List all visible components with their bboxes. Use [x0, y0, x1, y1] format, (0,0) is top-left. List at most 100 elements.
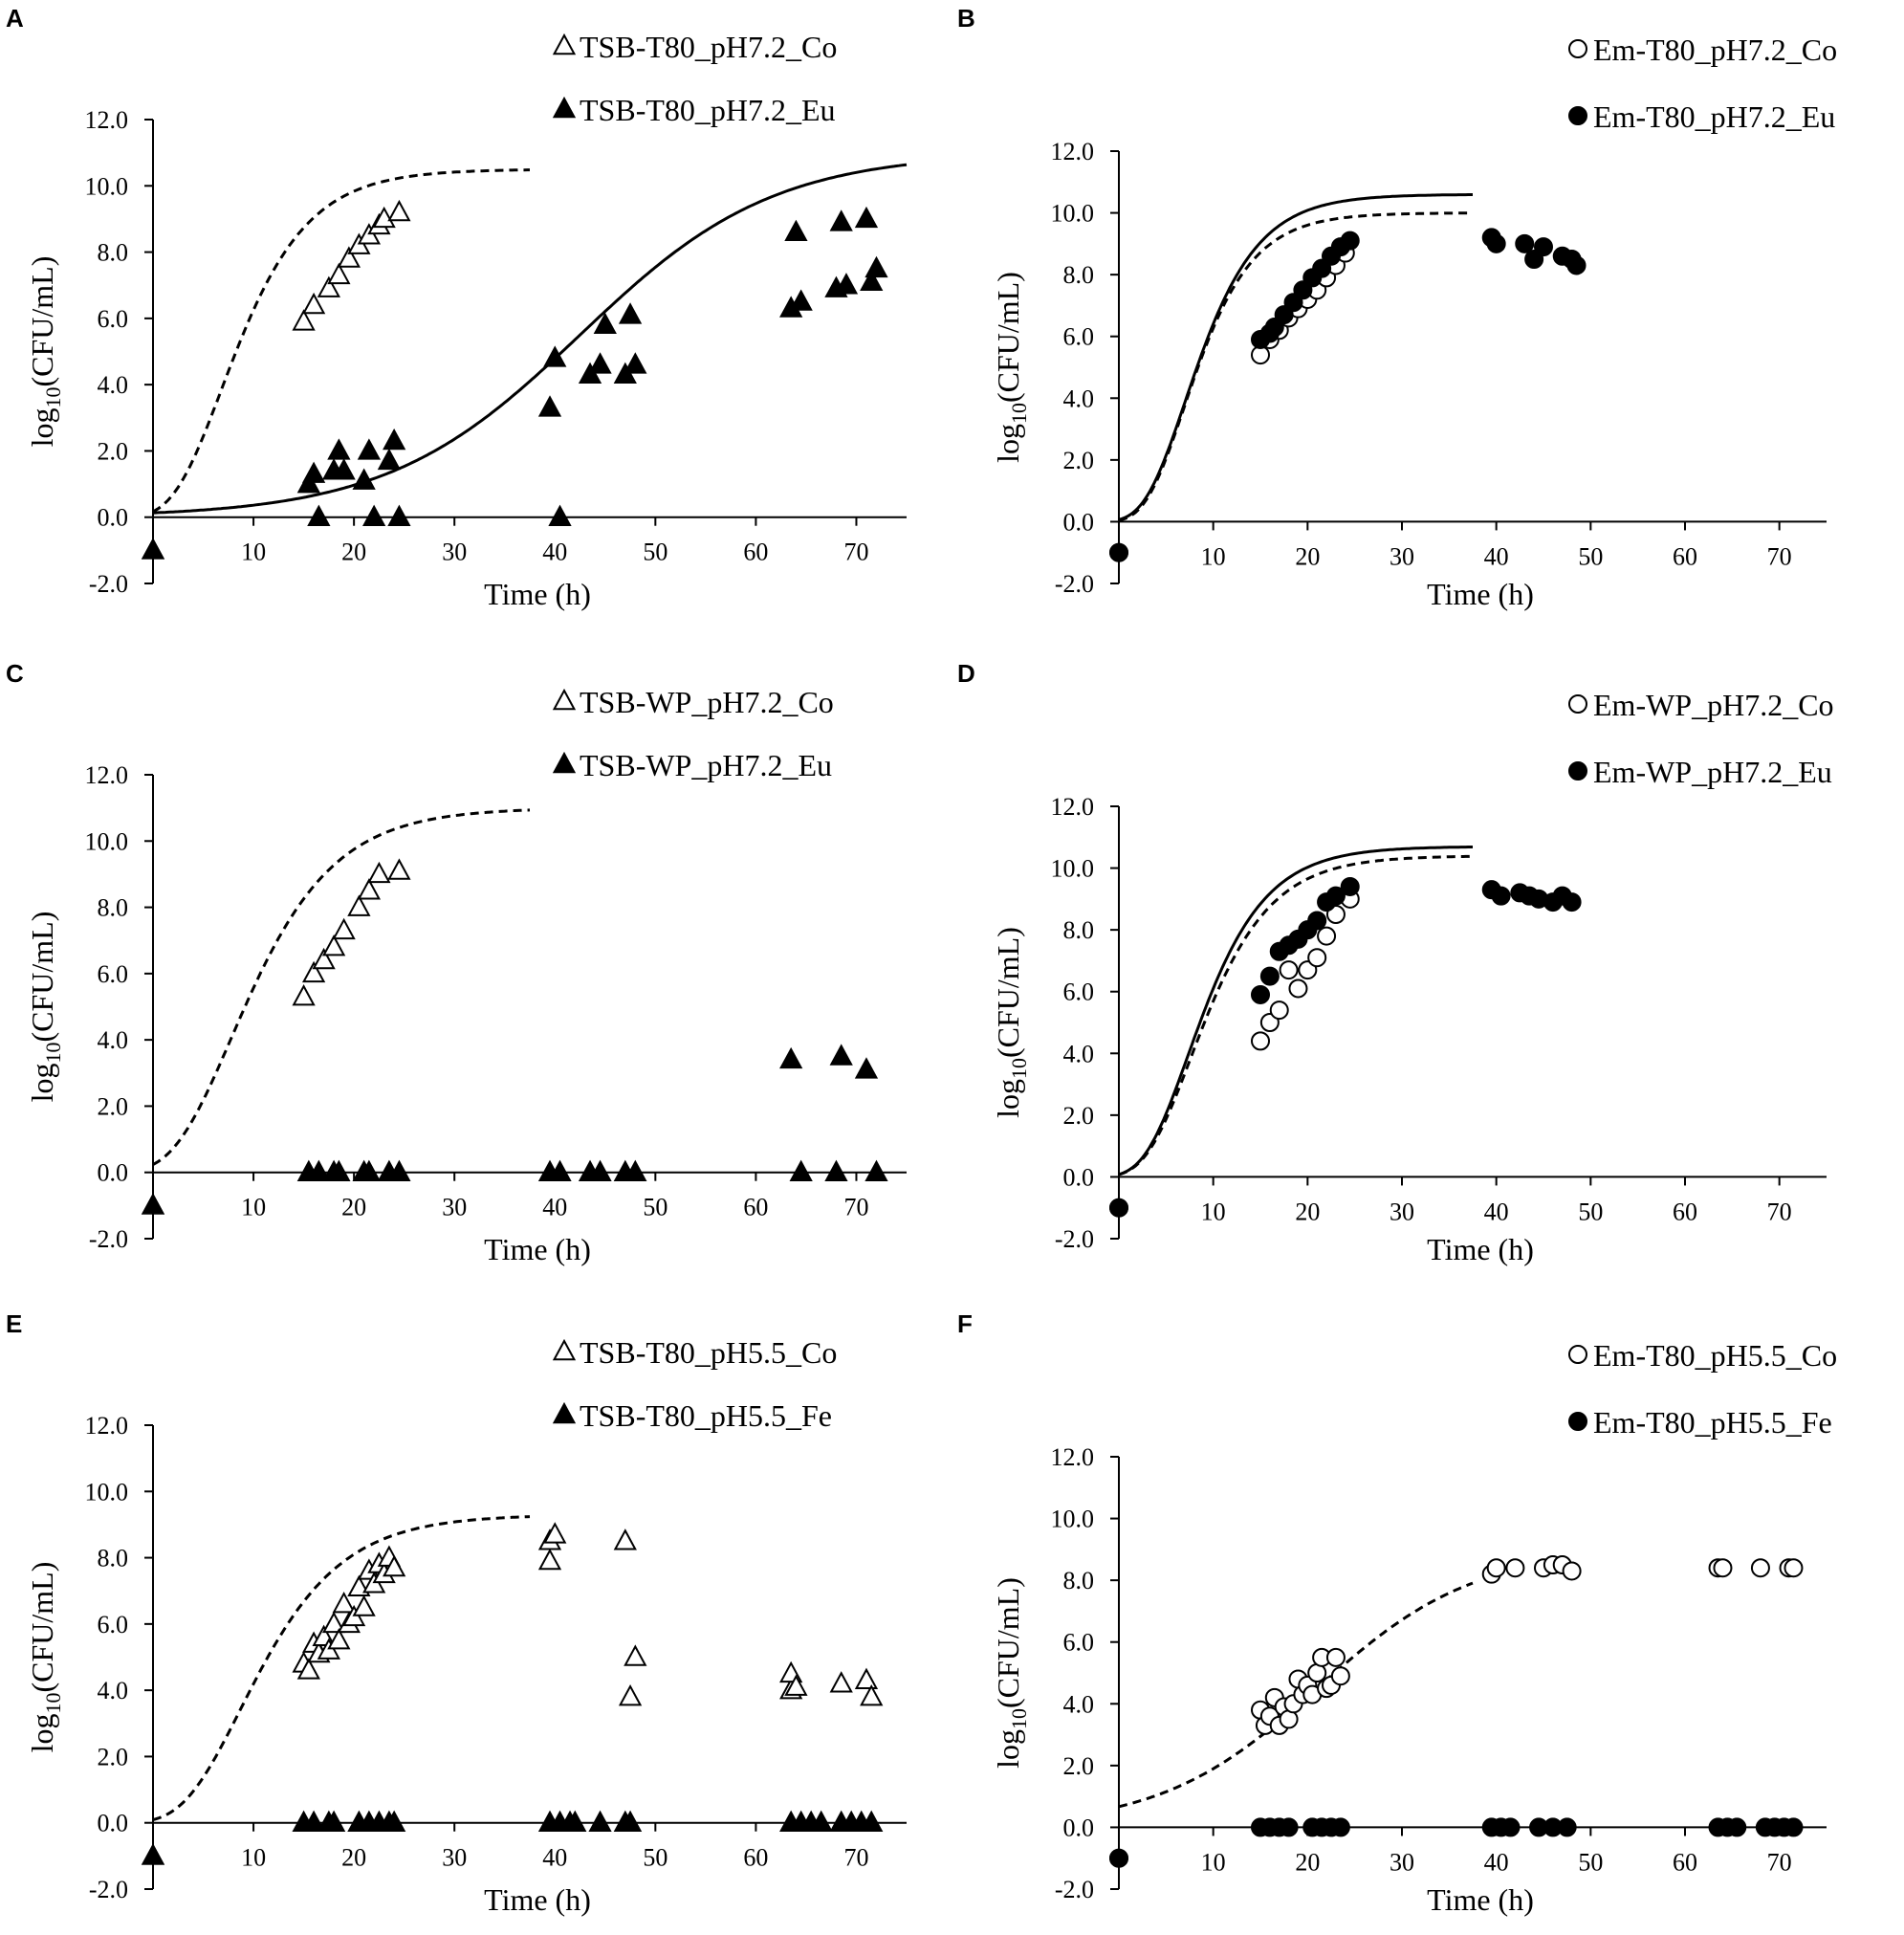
panel-letter: C [6, 659, 24, 688]
data-point [1486, 233, 1506, 253]
data-point [588, 1159, 612, 1181]
data-point [548, 504, 572, 526]
series-1 [1109, 1555, 1804, 1868]
legend-entry-2: Em-WP_pH7.2_Eu [1568, 755, 1832, 789]
fit-curve-1 [152, 168, 530, 514]
legend-label: Em-T80_pH7.2_Co [1593, 33, 1837, 67]
data-point [301, 292, 326, 315]
x-tick-label: 50 [643, 539, 667, 566]
data-point [321, 1810, 346, 1832]
fit-curve-1 [152, 1515, 531, 1821]
series-1 [141, 1522, 884, 1865]
legend-label: Em-T80_pH5.5_Fe [1593, 1405, 1832, 1440]
y-tick-label: 0.0 [1063, 1814, 1095, 1841]
data-point [829, 1044, 853, 1066]
data-point [860, 269, 884, 291]
data-point [141, 538, 165, 560]
data-point [624, 352, 647, 374]
data-point [372, 206, 396, 229]
y-tick-label: 12.0 [85, 761, 129, 789]
y-tick-label: 10.0 [85, 172, 129, 200]
data-point [1505, 1558, 1525, 1578]
y-tick-label: 4.0 [1063, 1040, 1095, 1067]
data-point [1491, 886, 1511, 906]
y-tick-label: 8.0 [1063, 916, 1095, 944]
data-point [352, 468, 376, 490]
y-axis-title: log10(CFU/mL) [25, 1562, 65, 1753]
x-tick-label: 10 [1201, 1198, 1226, 1225]
legend-marker [552, 1401, 577, 1424]
fit-curve-1 [1118, 854, 1473, 1176]
data-point [613, 1528, 637, 1550]
x-tick-label: 20 [341, 1194, 366, 1221]
data-point [618, 1683, 643, 1706]
series-2 [141, 1044, 888, 1215]
y-tick-label: 4.0 [98, 371, 129, 399]
data-point [537, 395, 562, 417]
data-point [809, 1810, 833, 1832]
data-point [292, 984, 316, 1006]
legend-label: Em-WP_pH7.2_Co [1593, 688, 1834, 722]
data-point [1562, 1561, 1582, 1581]
legend-entry-1: Em-WP_pH7.2_Co [1568, 688, 1834, 722]
legend-entry-1: TSB-T80_pH5.5_Co [552, 1335, 837, 1370]
legend-label: TSB-T80_pH5.5_Co [580, 1335, 837, 1370]
x-tick-label: 70 [843, 539, 868, 566]
data-point [357, 1159, 382, 1181]
legend-entry-2: TSB-T80_pH7.2_Eu [552, 93, 836, 127]
data-point [1750, 1558, 1770, 1578]
data-point [834, 273, 859, 295]
panel-b: B -2.0 0.0 2.0 4.0 6.0 8.0 10.0 12.0 10 20 30 40 50 60… [957, 4, 1837, 611]
x-tick-label: 60 [1673, 1848, 1697, 1876]
fit-curve-1 [152, 808, 531, 1166]
y-tick-label: 2.0 [98, 1092, 129, 1120]
legend-marker [1568, 761, 1587, 781]
legend-label: TSB-WP_pH7.2_Co [580, 685, 834, 719]
x-axis-title: Time (h) [1427, 577, 1534, 611]
data-point [1251, 984, 1270, 1004]
data-point [307, 1159, 331, 1181]
data-point [1534, 237, 1553, 257]
series-2 [141, 1810, 884, 1865]
y-tick-label: 8.0 [98, 1545, 129, 1572]
data-point [141, 1843, 165, 1865]
y-tick-label: 6.0 [98, 305, 129, 333]
series-1 [141, 199, 411, 560]
y-tick-label: 2.0 [1063, 1102, 1095, 1130]
legend-marker [1568, 1412, 1587, 1431]
x-axis-title: Time (h) [484, 577, 591, 611]
y-tick-label: -2.0 [89, 1225, 128, 1253]
panel-e: E -2.0 0.0 2.0 4.0 6.0 8.0 10.0 12.0 10 20 30 40 50 60… [6, 1309, 907, 1917]
x-tick-label: 30 [1390, 1848, 1414, 1876]
x-tick-label: 60 [743, 1844, 768, 1872]
legend-marker [552, 751, 577, 774]
legend-marker [552, 96, 577, 119]
y-tick-label: -2.0 [1055, 570, 1094, 598]
data-point [352, 1594, 376, 1616]
x-tick-label: 10 [241, 1194, 266, 1221]
data-point [1109, 1198, 1128, 1218]
data-point [387, 199, 411, 222]
x-axis-title: Time (h) [484, 1882, 591, 1917]
y-tick-label: 6.0 [98, 960, 129, 988]
y-tick-label: 0.0 [1063, 508, 1095, 536]
panel-letter: F [957, 1309, 973, 1338]
series-2 [141, 206, 888, 560]
data-point [1500, 1817, 1521, 1837]
x-tick-label: 50 [1578, 1848, 1603, 1876]
data-point [1251, 1031, 1270, 1051]
x-tick-label: 40 [1484, 1848, 1509, 1876]
legend-marker [1568, 39, 1587, 58]
data-point [387, 858, 411, 880]
y-tick-label: 0.0 [98, 1159, 129, 1187]
y-tick-label: 8.0 [1063, 261, 1095, 289]
data-point [301, 1810, 326, 1832]
y-tick-label: 8.0 [98, 239, 129, 267]
y-tick-label: -2.0 [1055, 1225, 1094, 1253]
x-tick-label: 30 [1390, 542, 1414, 570]
data-point [317, 275, 340, 297]
data-point [347, 894, 371, 916]
legend-marker [552, 688, 577, 711]
x-tick-label: 20 [341, 539, 366, 566]
data-point [624, 1644, 647, 1666]
